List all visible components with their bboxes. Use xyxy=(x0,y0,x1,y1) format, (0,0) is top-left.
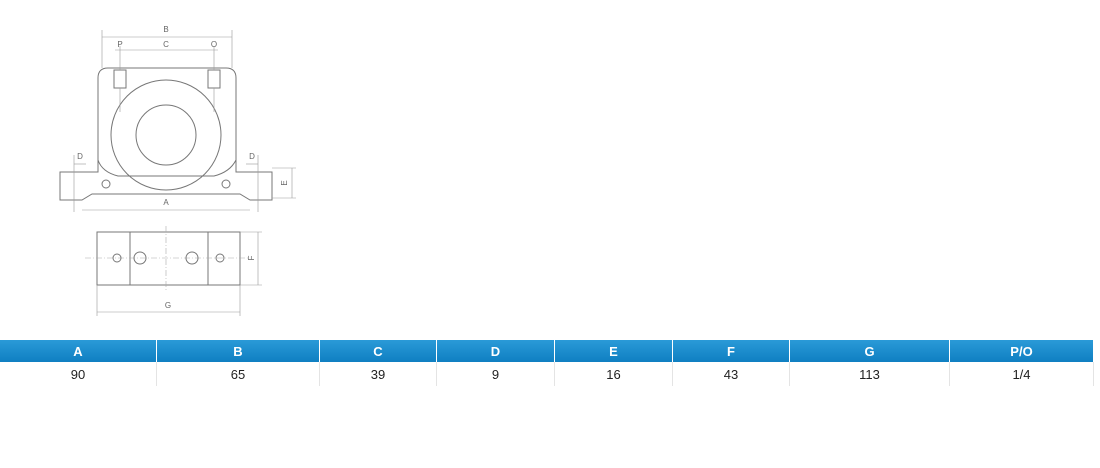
outer-ring xyxy=(110,79,222,191)
header-cell: B xyxy=(157,340,320,362)
data-cell: 1/4 xyxy=(950,362,1094,386)
data-cell: 9 xyxy=(437,362,555,386)
dim-label: G xyxy=(165,301,171,310)
dim-label: A xyxy=(163,198,169,207)
dim-label: E xyxy=(280,180,289,185)
header-cell: C xyxy=(320,340,437,362)
header-cell: G xyxy=(790,340,950,362)
header-cell: A xyxy=(0,340,157,362)
dim-label: F xyxy=(247,255,256,260)
inner-bore xyxy=(135,104,197,166)
header-row: A B C D E F G P/O xyxy=(0,340,1094,362)
data-cell: 90 xyxy=(0,362,157,386)
dim-label: D xyxy=(77,152,83,161)
dim-label: B xyxy=(163,25,168,34)
body-curve xyxy=(97,159,237,177)
header-cell: P/O xyxy=(950,340,1094,362)
hole xyxy=(215,253,225,263)
port-p xyxy=(113,69,127,89)
base-plan xyxy=(96,231,241,286)
dim-label: O xyxy=(211,40,217,49)
header-cell: E xyxy=(555,340,673,362)
port-o xyxy=(207,69,221,89)
data-cell: 113 xyxy=(790,362,950,386)
mount-hole xyxy=(101,179,111,189)
mount-hole xyxy=(221,179,231,189)
data-row: 90 65 39 9 16 43 113 1/4 xyxy=(0,362,1094,386)
header-cell: D xyxy=(437,340,555,362)
dim-label: C xyxy=(163,40,169,49)
header-cell: F xyxy=(673,340,790,362)
port xyxy=(185,251,199,265)
data-cell: 39 xyxy=(320,362,437,386)
data-cell: 16 xyxy=(555,362,673,386)
body-outline xyxy=(59,67,273,201)
dimension-table: A B C D E F G P/O 90 65 39 9 16 43 113 1/4 xyxy=(0,340,1094,386)
data-cell: 43 xyxy=(673,362,790,386)
dim-label: P xyxy=(117,40,122,49)
hole xyxy=(112,253,122,263)
port xyxy=(133,251,147,265)
data-cell: 65 xyxy=(157,362,320,386)
dim-label: D xyxy=(249,152,255,161)
technical-drawing: B P C O D D E A F G xyxy=(59,25,296,316)
